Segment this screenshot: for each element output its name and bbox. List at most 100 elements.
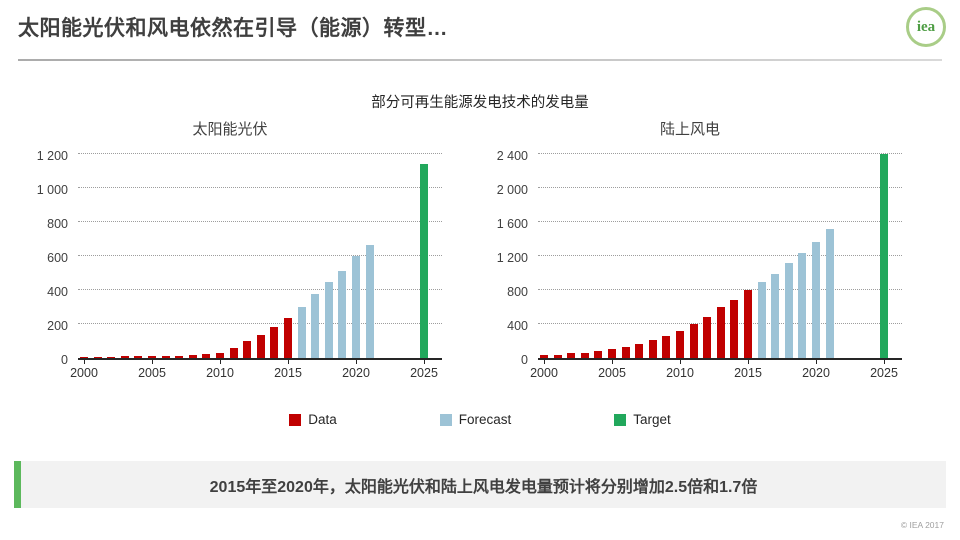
- y-tick-label: 800: [47, 217, 68, 231]
- onshore-wind-plot-area: [538, 153, 902, 360]
- x-tick-mark: [424, 360, 425, 364]
- data-bar-2011: [229, 347, 238, 358]
- forecast-bar-2019: [338, 271, 347, 358]
- data-bar-2002: [107, 356, 116, 358]
- forecast-bar-2016: [757, 281, 766, 358]
- data-bar-2008: [648, 340, 657, 358]
- x-tick-mark: [612, 360, 613, 364]
- legend-item-forecast: Forecast: [439, 412, 511, 427]
- data-bar-2010: [216, 352, 224, 358]
- data-bar-2013: [256, 334, 265, 358]
- data-bar-2006: [621, 346, 630, 358]
- solar-pv-chart-title: 太阳能光伏: [192, 121, 268, 138]
- banner-accent-bar: [14, 461, 21, 508]
- data-bar-2000: [540, 355, 548, 358]
- onshore-wind-y-axis: 0 400 800 1 200 1 600 2 000 2 400: [478, 149, 538, 367]
- data-bar-2009: [202, 354, 211, 358]
- y-tick-label: 1 600: [496, 217, 528, 231]
- data-bar-2004: [594, 351, 603, 358]
- solar-pv-x-axis: 2000 2005 2010 2015 2020 2025: [70, 360, 442, 386]
- x-tick-label: 2000: [530, 366, 558, 380]
- forecast-bar-2017: [311, 294, 320, 358]
- y-tick-label: 200: [47, 319, 68, 333]
- gridline: [538, 221, 902, 222]
- x-tick-mark: [84, 360, 85, 364]
- data-bar-2007: [175, 355, 184, 358]
- chart-legend: Data Forecast Target: [0, 412, 960, 427]
- x-tick-label: 2010: [666, 366, 694, 380]
- forecast-series-swatch: [439, 413, 452, 426]
- data-bar-2005: [148, 355, 156, 358]
- title-divider: [18, 59, 942, 61]
- legend-item-target: Target: [614, 412, 671, 427]
- iea-logo-text: iea: [916, 18, 936, 35]
- data-bar-2012: [703, 316, 712, 358]
- data-bar-2001: [553, 354, 562, 358]
- gridline: [78, 323, 442, 324]
- iea-logo-icon: iea: [906, 7, 946, 47]
- x-tick-mark: [356, 360, 357, 364]
- y-tick-label: 600: [47, 251, 68, 265]
- solar-pv-plot-area: [78, 153, 442, 360]
- data-bar-2014: [730, 300, 739, 358]
- data-bar-2012: [243, 341, 252, 358]
- onshore-wind-plot-row: 0 400 800 1 200 1 600 2 000 2 400: [478, 149, 902, 367]
- data-bar-2014: [270, 326, 279, 358]
- forecast-bar-2018: [324, 282, 333, 358]
- onshore-wind-chart-title: 陆上风电: [659, 121, 720, 138]
- y-tick-label: 800: [507, 285, 528, 299]
- x-tick-mark: [220, 360, 221, 364]
- y-tick-label: 400: [47, 285, 68, 299]
- onshore-wind-chart: 陆上风电 0 400 800 1 200 1 600 2 000 2 400 2000 200…: [478, 118, 902, 386]
- x-tick-label: 2005: [598, 366, 626, 380]
- y-tick-label: 400: [507, 319, 528, 333]
- x-tick-mark: [288, 360, 289, 364]
- y-tick-label: 0: [521, 353, 528, 367]
- x-tick-label: 2025: [870, 366, 898, 380]
- data-bar-2010: [676, 331, 684, 358]
- y-tick-label: 1 200: [36, 149, 68, 163]
- gridline: [538, 187, 902, 188]
- page-title: 太阳能光伏和风电依然在引导（能源）转型…: [18, 17, 448, 40]
- data-series-swatch: [289, 413, 302, 426]
- forecast-bar-2017: [771, 273, 780, 358]
- forecast-bar-2020: [352, 256, 360, 358]
- y-tick-label: 2 000: [496, 183, 528, 197]
- data-bar-2015: [284, 317, 292, 358]
- legend-label: Data: [308, 412, 337, 427]
- data-bar-2000: [80, 356, 88, 358]
- y-tick-label: 2 400: [496, 149, 528, 163]
- data-bar-2015: [744, 290, 752, 358]
- data-bar-2003: [120, 356, 129, 358]
- x-tick-mark: [748, 360, 749, 364]
- x-tick-mark: [884, 360, 885, 364]
- gridline: [538, 255, 902, 256]
- gridline: [78, 187, 442, 188]
- legend-label: Target: [633, 412, 671, 427]
- data-bar-2009: [662, 336, 671, 358]
- data-bar-2011: [689, 324, 698, 358]
- y-tick-label: 1 200: [496, 251, 528, 265]
- solar-pv-y-axis: 0 200 400 600 800 1 000 1 200: [18, 149, 78, 367]
- solar-pv-chart: 太阳能光伏 0 200 400 600 800 1 000 1 200 2000 2005 20…: [18, 118, 442, 386]
- chart-section-title: 部分可再生能源发电技术的发电量: [371, 95, 589, 111]
- x-tick-label: 2015: [734, 366, 762, 380]
- banner-text: 2015年至2020年，太阳能光伏和陆上风电发电量预计将分别增加2.5倍和1.7…: [209, 478, 758, 496]
- data-bar-2008: [188, 355, 197, 358]
- x-tick-mark: [152, 360, 153, 364]
- x-tick-mark: [680, 360, 681, 364]
- gridline: [538, 153, 902, 154]
- forecast-bar-2018: [784, 263, 793, 358]
- x-tick-label: 2020: [342, 366, 370, 380]
- y-tick-label: 0: [61, 353, 68, 367]
- x-tick-mark: [816, 360, 817, 364]
- forecast-bar-2020: [812, 241, 820, 358]
- forecast-bar-2019: [798, 253, 807, 358]
- gridline: [78, 255, 442, 256]
- gridline: [538, 289, 902, 290]
- x-tick-label: 2020: [802, 366, 830, 380]
- data-bar-2001: [93, 356, 102, 358]
- data-bar-2004: [134, 356, 143, 358]
- x-tick-label: 2025: [410, 366, 438, 380]
